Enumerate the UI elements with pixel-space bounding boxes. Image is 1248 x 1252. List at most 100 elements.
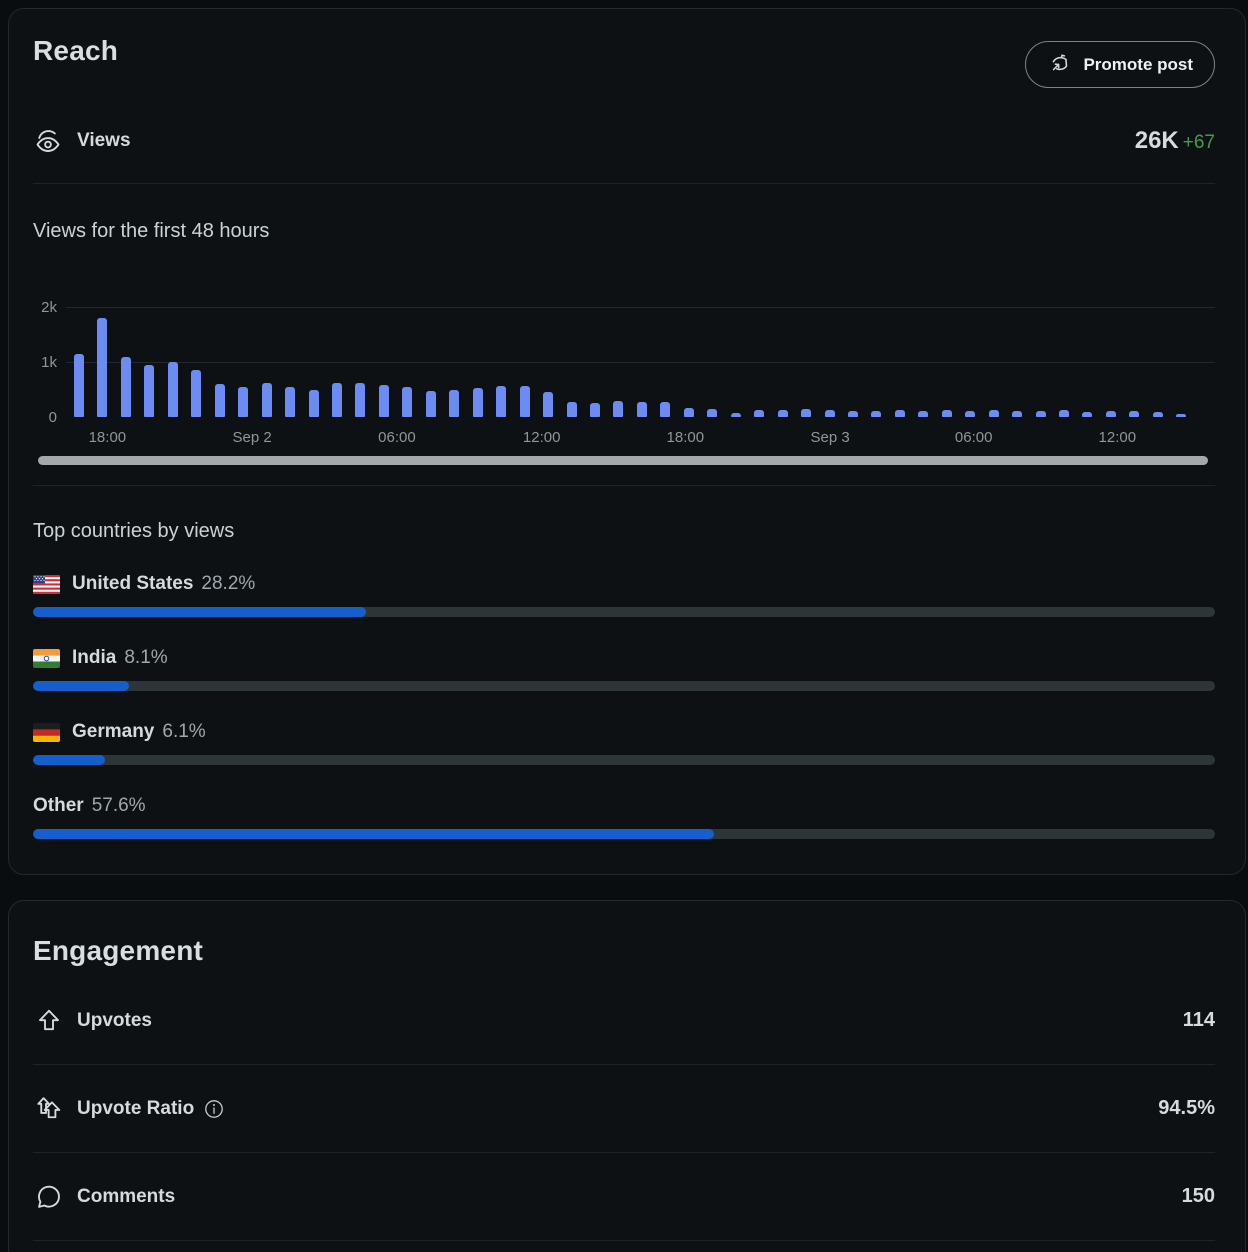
x-tick-label: 12:00 [1098,429,1137,446]
chart-bar [1129,410,1140,417]
comments-row: Comments 150 [33,1153,1215,1241]
y-tick-2k: 2k [41,299,57,316]
chart-bar [285,387,296,417]
x-tick-label: 18:00 [88,429,127,446]
chart-bar [847,411,858,417]
chart-bar [1082,411,1093,417]
chart-bar [1059,410,1070,417]
chart-bar [1105,411,1116,417]
chart-bar [777,409,788,417]
chart-bar [191,370,202,417]
country-name: Other [33,795,84,816]
gridline-1k [66,362,1215,363]
promote-post-button[interactable]: Promote post [1025,41,1215,88]
views-row: Views 26K +67 [33,119,1215,163]
upvotes-value: 114 [1182,1009,1215,1031]
chart-bar [589,402,600,417]
upvote-icon [33,1006,65,1036]
chart-bar [425,390,436,417]
country-percent: 6.1% [162,721,206,742]
chart-bar [894,410,905,417]
india-progress-bar [33,681,1215,691]
upvote-ratio-value: 94.5% [1158,1097,1215,1119]
x-tick-label: 06:00 [378,429,416,446]
chart-bar [472,387,483,417]
upvotes-label: Upvotes [77,1009,152,1031]
chart-plot-area [66,307,1215,417]
chart-scrollbar-thumb[interactable] [38,456,1208,465]
info-icon[interactable] [203,1098,225,1120]
comments-value: 150 [1181,1185,1215,1207]
chart-bar [120,356,131,417]
country-row-india: India 8.1% [33,645,1215,691]
gridline-2k [66,307,1215,308]
india-flag-icon [33,648,60,668]
promote-icon [1047,52,1072,77]
country-row-united-states: United States 28.2% [33,571,1215,617]
chart-bar [543,391,554,417]
chart-bar [1035,410,1046,417]
engagement-card: Engagement Upvotes 114 Upvote Ratio 94.5… [8,900,1246,1252]
germany-progress-bar [33,755,1215,765]
country-name: United States [72,573,194,594]
united-states-flag-icon [33,574,60,594]
y-tick-1k: 1k [41,354,57,371]
chart-bar [707,408,718,417]
engagement-title: Engagement [33,935,204,966]
upvote-ratio-label: Upvote Ratio [77,1097,195,1119]
country-row-germany: Germany 6.1% [33,719,1215,765]
chart-bar [683,408,694,417]
country-name: Germany [72,721,155,742]
chart-bar [871,410,882,417]
chart-bar [355,382,366,417]
chart-bar [801,409,812,417]
comment-icon [33,1182,65,1212]
chart-scrollbar[interactable] [33,456,1215,465]
chart-bar [660,402,671,417]
chart-bar [941,410,952,417]
chart-bar [402,386,413,417]
views-label: Views [77,130,131,151]
chart-bar [988,410,999,417]
chart-bar [238,386,249,417]
chart-bar [331,382,342,417]
divider [33,183,1215,184]
chart-bar [167,362,178,417]
chart-bar [918,410,929,417]
germany-flag-icon [33,722,60,742]
reach-title: Reach [33,35,119,66]
views-eye-icon [33,126,63,156]
upvote-ratio-row: Upvote Ratio 94.5% [33,1065,1215,1153]
chart-bar [378,385,389,417]
other-progress-bar [33,829,1215,839]
views-value: 26K [1134,127,1179,154]
x-tick-label: 06:00 [954,429,993,446]
chart-bar [636,402,647,417]
chart-bar [824,409,835,417]
chart-bar [1176,414,1187,417]
chart-title: Views for the first 48 hours [33,220,270,242]
upvote-ratio-icon [33,1094,65,1124]
chart-bar [613,400,624,417]
country-name: India [72,647,117,668]
chart-bar [1012,411,1023,417]
country-percent: 8.1% [124,647,168,668]
united-states-progress-bar [33,607,1215,617]
top-countries-title: Top countries by views [33,520,235,542]
x-tick-label: 12:00 [522,429,561,446]
country-row-other: Other 57.6% [33,793,1215,839]
views-bar-chart: 2k 1k 0 18:00 Sep 2 06:00 12:00 18:00 Sep 3 06… [33,299,1215,465]
chart-bar [566,401,577,417]
chart-bar [261,382,272,417]
x-tick-label: 18:00 [666,429,705,446]
chart-bar [519,386,530,417]
chart-bar [965,410,976,417]
upvotes-row: Upvotes 114 [33,977,1215,1065]
chart-bar [449,389,460,417]
chart-bar [496,386,507,417]
x-tick-label: Sep 3 [810,429,850,446]
chart-bar [730,412,741,417]
chart-bar [214,384,225,417]
chart-bar [144,364,155,417]
country-percent: 57.6% [91,795,146,816]
